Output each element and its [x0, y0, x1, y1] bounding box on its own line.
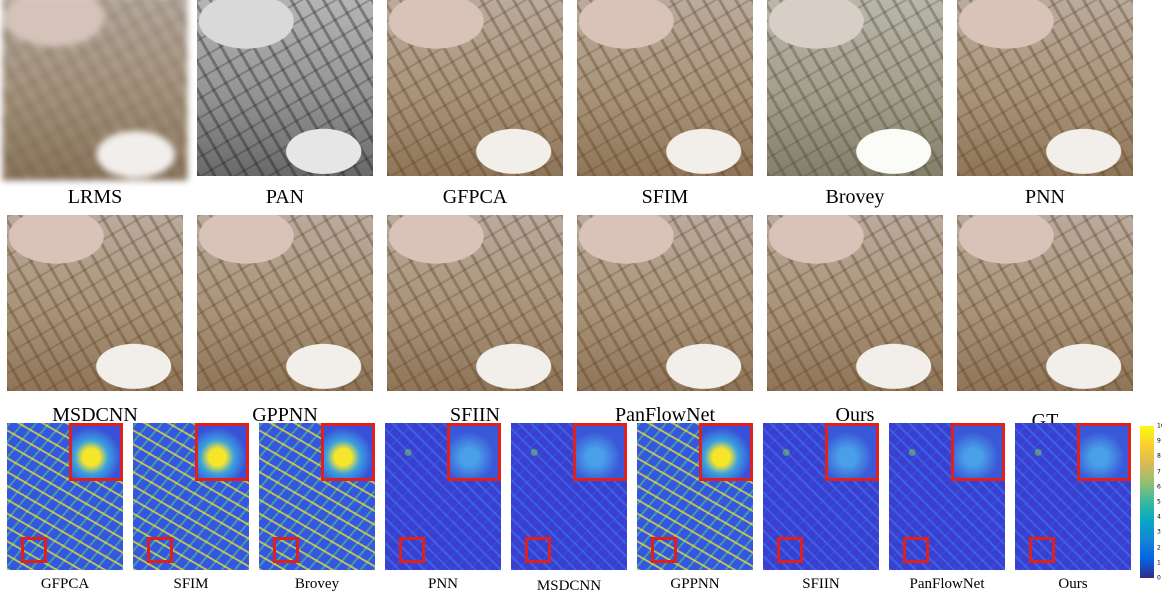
zoom-box [69, 423, 123, 481]
zoom-box [699, 423, 753, 481]
zoom-box [321, 423, 375, 481]
zoom-box [951, 423, 1005, 481]
result-image [957, 0, 1133, 176]
result-image [387, 215, 563, 391]
colorbar-tick: 10 [1157, 423, 1162, 430]
colorbar-tick: 4 [1157, 514, 1161, 521]
result-image [957, 215, 1133, 391]
zoom-box [573, 423, 627, 481]
image-label: PNN [428, 576, 458, 593]
zoom-region [399, 537, 425, 563]
image-label: LRMS [68, 186, 122, 209]
zoom-region [1029, 537, 1055, 563]
result-image [7, 215, 183, 391]
zoom-region [147, 537, 173, 563]
zoom-box [447, 423, 501, 481]
zoom-box [195, 423, 249, 481]
zoom-region [525, 537, 551, 563]
zoom-region [777, 537, 803, 563]
result-image [387, 0, 563, 176]
image-label: SFIM [642, 186, 689, 209]
result-image [197, 215, 373, 391]
image-label: GFPCA [443, 186, 507, 209]
colorbar-tick: 3 [1157, 529, 1161, 536]
zoom-region [651, 537, 677, 563]
zoom-box [825, 423, 879, 481]
colorbar-tick: 2 [1157, 544, 1161, 551]
figure: LRMS PAN GFPCA SFIM Brovey PNN MSDCNN GPPNN SFII… [0, 0, 1162, 598]
result-image [767, 0, 943, 176]
image-label: PanFlowNet [910, 576, 985, 593]
image-label: Ours [1058, 576, 1087, 593]
colorbar-tick: 7 [1157, 468, 1161, 475]
image-label: PAN [266, 186, 304, 209]
zoom-region [273, 537, 299, 563]
image-label: SFIM [173, 576, 208, 593]
image-label: Brovey [826, 186, 885, 209]
zoom-region [21, 537, 47, 563]
colorbar-tick: 0 [1157, 575, 1161, 582]
result-image [577, 0, 753, 176]
colorbar-tick: 8 [1157, 453, 1161, 460]
colorbar-tick: 6 [1157, 483, 1161, 490]
image-label: GPPNN [670, 576, 719, 593]
colorbar-tick: 9 [1157, 438, 1161, 445]
image-label: SFIIN [802, 576, 840, 593]
result-image [197, 0, 373, 176]
colorbar [1140, 426, 1154, 578]
image-label: Brovey [295, 576, 339, 593]
image-label: PNN [1025, 186, 1065, 209]
zoom-box [1077, 423, 1131, 481]
result-image [577, 215, 753, 391]
image-label: GFPCA [41, 576, 89, 593]
zoom-region [903, 537, 929, 563]
colorbar-tick: 1 [1157, 559, 1161, 566]
result-image [3, 0, 188, 180]
colorbar-tick: 5 [1157, 499, 1161, 506]
result-image [767, 215, 943, 391]
image-label: MSDCNN [537, 578, 601, 595]
